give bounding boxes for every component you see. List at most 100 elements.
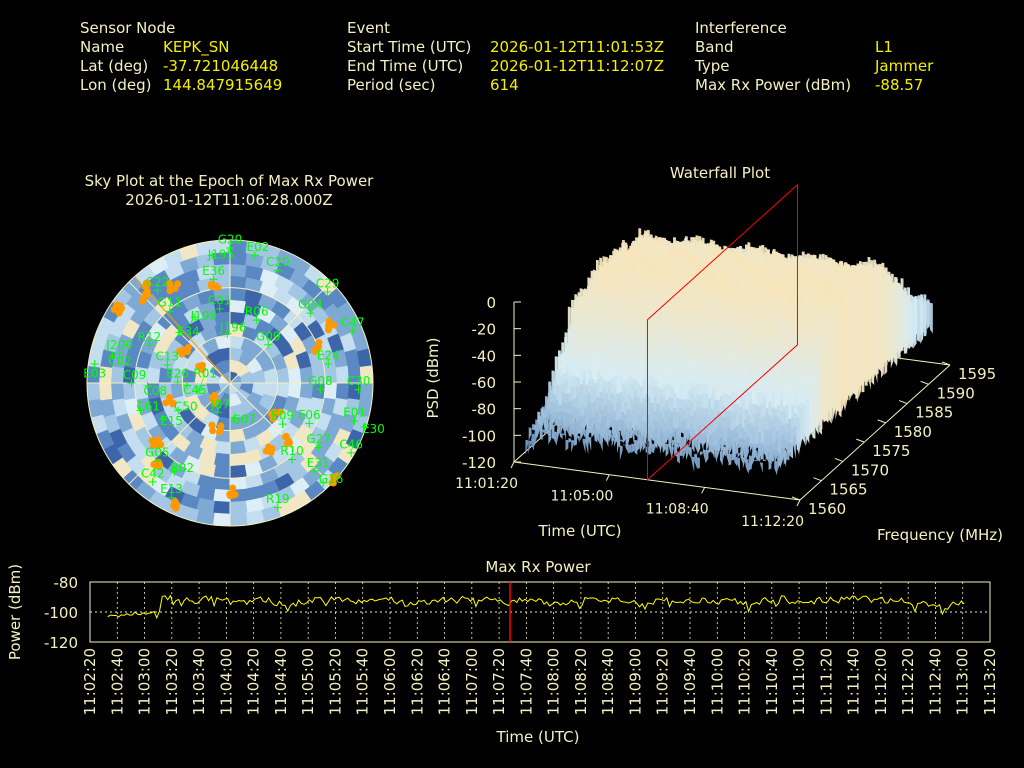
power-series-line [107,594,965,620]
interference-title: Interference [695,19,787,37]
satellite-label: E09 [271,409,294,423]
satellite-label: G11 [157,296,182,310]
jammer-detection [171,502,179,510]
surface-cell [734,448,738,453]
z-tick-label: -120 [462,454,496,472]
surface-cell [691,438,695,453]
satellite-label: E24 [317,348,340,362]
surface-cell [920,294,924,344]
surface-cell [789,443,793,451]
surface-cell [720,440,724,448]
satellite-label: E31 [307,456,330,470]
surface-cell [809,381,813,438]
frequency-tick [920,380,929,385]
x-tick-label: 11:09:20 [654,648,672,715]
surface-cell [802,404,806,447]
surface-cell [926,299,930,328]
surface-cell [681,424,684,434]
satellite-label: J195 [207,247,234,261]
x-tick-label: 11:12:20 [899,648,917,715]
heatmap-cell [122,382,137,401]
z-tick-label: 0 [486,294,496,312]
frequency-tick [898,400,908,405]
waterfall-time-label: Time (UTC) [538,522,622,540]
satellite-marker [287,455,296,464]
jammer-detection [198,366,206,374]
surface-cell [654,438,657,452]
surface-cell [582,438,586,454]
max-rx-power-chart: 11:02:20 11:02:40 11:03:00 11:03:20 11:03:40… [44,574,999,715]
satellite-label: E26 [166,367,189,381]
surface-cell [751,452,755,457]
time-tick-label: 11:01:20 [455,476,518,492]
surface-cell [728,453,732,466]
surface-cell [631,430,635,447]
satellite-label: R19 [266,492,290,506]
satellite-label: E34 [177,324,200,338]
x-tick-label: 11:12:00 [872,648,890,715]
jammer-detection [154,435,162,443]
surface-cell [632,411,636,432]
satellite-marker [190,313,199,322]
surface-cell [725,445,729,463]
surface-cell [694,440,698,453]
heatmap-cell [229,263,248,278]
satellite-label: J196 [219,320,246,334]
satellite-label: J07 [210,397,230,411]
surface-cell [717,443,720,460]
frequency-tick-label: 1580 [894,423,932,441]
satellite-label: C47 [341,315,365,329]
satellite-marker [148,477,157,486]
power-x-label: Time (UTC) [496,728,580,746]
surface-cell [711,445,715,459]
surface-cell [576,435,580,443]
heatmap-cell [229,299,247,314]
satellite-marker [324,359,333,368]
surface-cell [628,434,632,436]
surface-cell [591,431,595,438]
surface-cell [755,427,759,448]
surface-cell [754,450,758,462]
event-label: End Time (UTC) [347,57,464,75]
heatmap-cell [229,452,247,467]
jammer-detection [184,343,192,351]
surface-cell [877,271,881,371]
sensor-value: 144.847915649 [163,76,283,94]
surface-cell [677,429,681,449]
x-tick-label: 11:06:20 [408,648,426,715]
surface-cell [689,423,693,440]
jammer-detection [169,399,177,407]
satellite-marker [108,351,117,360]
interference-label: Type [695,57,730,75]
heatmap-cell [229,275,248,290]
floor-edge [799,364,951,501]
satellite-label: C13 [156,350,180,364]
satellite-label: C08 [143,384,167,398]
power-chart-title: Max Rx Power [485,558,591,576]
surface-cell [594,428,598,443]
surface-cell [771,454,775,458]
x-tick-label: 11:04:00 [217,648,235,715]
surface-cell [691,456,695,473]
surface-cell [929,302,933,334]
surface-cell [742,457,746,469]
surface-cell [903,287,907,354]
satellite-marker [158,414,167,423]
heatmap-cell [213,452,231,467]
satellite-label: R06 [245,305,269,319]
satellite-label: R10 [280,444,304,458]
satellite-marker [153,456,162,465]
satellite-label: E02 [247,240,270,254]
surface-cell [887,271,891,363]
x-tick-label: 11:07:40 [517,648,535,715]
surface-cell [585,438,589,455]
x-tick-label: 11:02:40 [108,648,126,715]
jammer-detection [208,421,216,429]
satellite-label: E30 [362,422,385,436]
surface-cell [694,453,698,469]
surface-cell [583,415,587,432]
surface-cell [734,456,738,467]
satellite-marker [316,385,325,394]
surface-cell [786,451,790,461]
